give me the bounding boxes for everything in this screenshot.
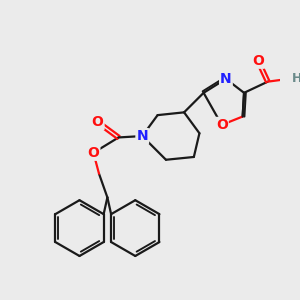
Text: O: O <box>92 115 103 129</box>
Text: N: N <box>136 129 148 143</box>
Text: N: N <box>220 72 232 86</box>
Text: O: O <box>216 118 228 132</box>
Text: O: O <box>252 54 264 68</box>
Text: H: H <box>292 72 300 86</box>
Text: O: O <box>88 146 99 160</box>
